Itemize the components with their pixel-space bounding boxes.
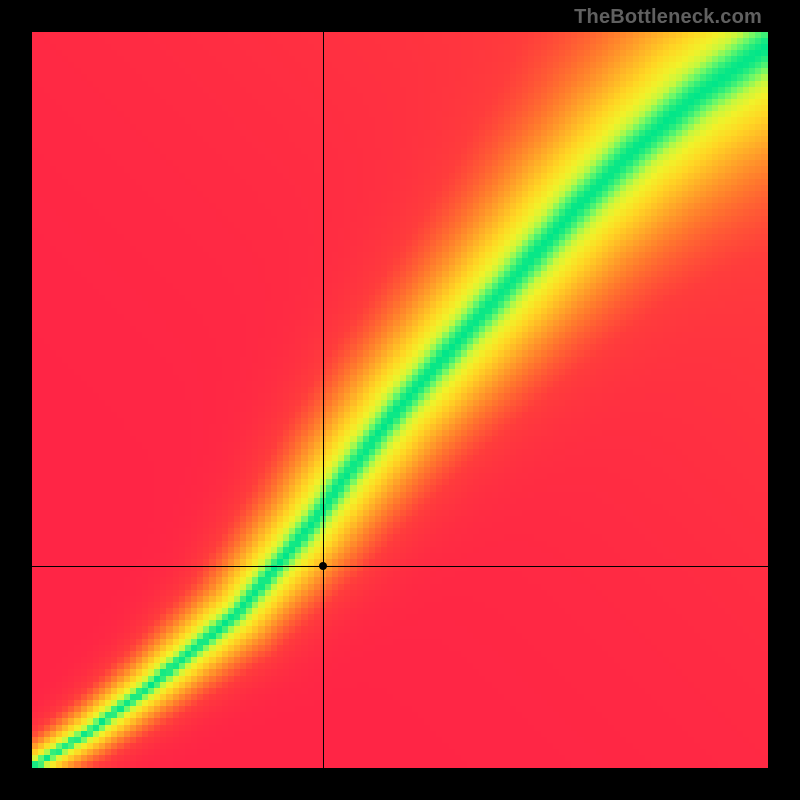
selection-marker — [319, 562, 327, 570]
bottleneck-heatmap — [32, 32, 768, 768]
watermark-text: TheBottleneck.com — [574, 6, 762, 29]
plot-area — [32, 32, 768, 768]
crosshair-vertical — [323, 32, 324, 768]
crosshair-horizontal — [32, 566, 768, 567]
